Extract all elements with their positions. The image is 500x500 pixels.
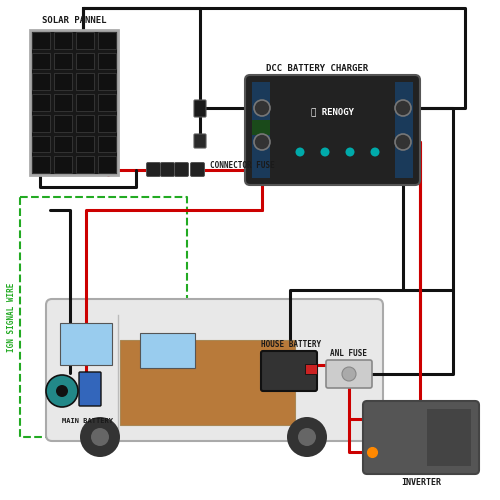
Bar: [252, 82, 270, 178]
Text: DCC BATTERY CHARGER: DCC BATTERY CHARGER: [266, 64, 368, 73]
Circle shape: [296, 148, 304, 156]
Circle shape: [56, 385, 68, 397]
Bar: [98, 156, 116, 173]
Circle shape: [80, 417, 120, 457]
Text: INVERTER: INVERTER: [401, 478, 441, 487]
Circle shape: [254, 134, 270, 150]
FancyBboxPatch shape: [46, 299, 383, 441]
Bar: [76, 115, 94, 132]
Circle shape: [46, 375, 78, 407]
Circle shape: [342, 367, 356, 381]
Bar: [32, 136, 50, 152]
FancyBboxPatch shape: [245, 75, 420, 185]
Bar: [76, 32, 94, 48]
Bar: [54, 94, 72, 111]
Bar: [54, 52, 72, 70]
Bar: [30, 30, 118, 175]
Bar: [76, 156, 94, 173]
Bar: [98, 74, 116, 90]
Bar: [98, 115, 116, 132]
FancyBboxPatch shape: [79, 372, 101, 406]
Bar: [252, 120, 270, 135]
Text: HOUSE BATTERY: HOUSE BATTERY: [261, 340, 321, 349]
Text: ⬛ RENOGY: ⬛ RENOGY: [311, 108, 354, 116]
Bar: [60, 323, 112, 365]
Text: SOLAR PANNEL: SOLAR PANNEL: [42, 16, 106, 25]
Bar: [32, 115, 50, 132]
Bar: [427, 409, 471, 466]
Bar: [32, 156, 50, 173]
FancyBboxPatch shape: [363, 401, 479, 474]
Bar: [98, 94, 116, 111]
FancyBboxPatch shape: [194, 100, 206, 117]
Bar: [32, 94, 50, 111]
Bar: [140, 333, 195, 368]
Text: ANL FUSE: ANL FUSE: [330, 349, 368, 358]
FancyBboxPatch shape: [261, 351, 317, 391]
Circle shape: [254, 100, 270, 116]
Circle shape: [320, 148, 330, 156]
FancyBboxPatch shape: [326, 360, 372, 388]
FancyBboxPatch shape: [174, 162, 188, 176]
Bar: [98, 32, 116, 48]
Bar: [54, 115, 72, 132]
Circle shape: [91, 428, 109, 446]
Bar: [54, 136, 72, 152]
Text: MAIN BATTERY: MAIN BATTERY: [62, 418, 114, 424]
Circle shape: [298, 428, 316, 446]
Bar: [120, 340, 295, 425]
FancyBboxPatch shape: [190, 162, 204, 176]
Bar: [32, 74, 50, 90]
Bar: [32, 52, 50, 70]
Bar: [54, 32, 72, 48]
Bar: [32, 32, 50, 48]
Bar: [76, 136, 94, 152]
Circle shape: [395, 134, 411, 150]
Circle shape: [370, 148, 380, 156]
Bar: [76, 52, 94, 70]
Bar: [54, 156, 72, 173]
FancyBboxPatch shape: [146, 162, 160, 176]
Bar: [305, 364, 317, 374]
Text: IGN SIGNAL WIRE: IGN SIGNAL WIRE: [7, 282, 16, 352]
Bar: [76, 74, 94, 90]
Circle shape: [287, 417, 327, 457]
FancyBboxPatch shape: [194, 134, 206, 148]
Circle shape: [346, 148, 354, 156]
Text: CONNECTOR FUSE: CONNECTOR FUSE: [210, 162, 275, 170]
Bar: [98, 136, 116, 152]
Bar: [76, 94, 94, 111]
Bar: [54, 74, 72, 90]
Bar: [98, 52, 116, 70]
Circle shape: [395, 100, 411, 116]
Bar: [395, 82, 413, 178]
FancyBboxPatch shape: [160, 162, 174, 176]
